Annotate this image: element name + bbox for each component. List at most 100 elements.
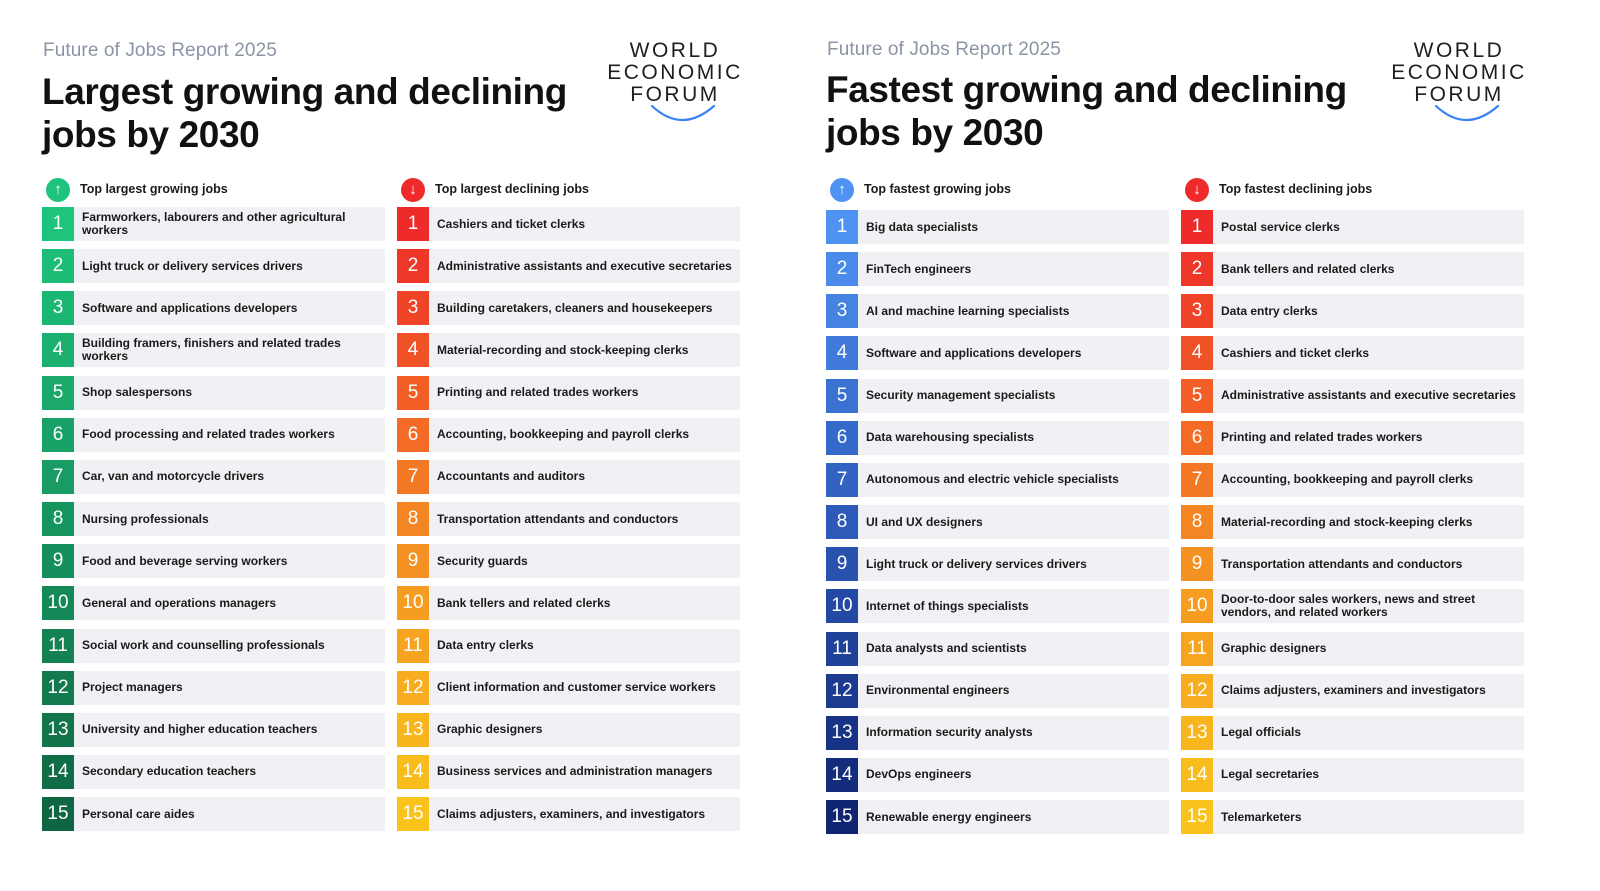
job-row: 15 Claims adjusters, examiners, and inves… <box>397 797 740 832</box>
rank-badge: 1 <box>397 207 429 241</box>
job-title: Transportation attendants and conductors <box>1221 556 1463 571</box>
rank-badge: 7 <box>42 459 74 494</box>
rank-badge: 12 <box>826 673 858 708</box>
job-title: Printing and related trades workers <box>437 385 639 400</box>
job-title: Legal secretaries <box>1221 767 1320 782</box>
job-row: 9 Light truck or delivery services driver… <box>826 547 1169 582</box>
job-row: 7 Accountants and auditors <box>397 459 740 494</box>
job-title: Food and beverage serving workers <box>82 553 288 568</box>
column-fastest-growing: ↑ Top fastest growing jobs 1 Big data spe… <box>826 176 1171 835</box>
job-title: Claims adjusters, examiners and investig… <box>1221 683 1486 698</box>
column-header: ↓ Top fastest declining jobs <box>1181 176 1526 204</box>
job-row: 10 Internet of things specialists <box>826 589 1169 624</box>
rank-badge: 13 <box>397 712 429 747</box>
rank-badge: 12 <box>42 670 74 705</box>
job-row: 2 FinTech engineers <box>826 252 1169 287</box>
logo-arc-icon <box>650 104 716 121</box>
job-title: Environmental engineers <box>866 683 1010 698</box>
job-row: 7 Autonomous and electric vehicle special… <box>826 462 1169 497</box>
rank-badge: 3 <box>42 291 74 326</box>
column-fastest-declining: ↓ Top fastest declining jobs 1 Postal ser… <box>1181 176 1526 835</box>
job-title: Project managers <box>82 680 183 695</box>
report-kicker: Future of Jobs Report 2025 <box>827 39 1061 60</box>
job-row: 13 University and higher education teache… <box>42 712 385 747</box>
job-title: Social work and counselling professional… <box>82 638 325 652</box>
job-row: 9 Security guards <box>397 544 740 579</box>
job-title: Data entry clerks <box>1221 303 1318 318</box>
job-title: Administrative assistants and executive … <box>437 258 732 273</box>
arrow-down-icon: ↓ <box>1185 178 1209 202</box>
job-row: 10 Door-to-door sales workers, news and s… <box>1181 589 1524 624</box>
job-row: 7 Car, van and motorcycle drivers <box>42 459 385 494</box>
job-row: 3 Building caretakers, cleaners and house… <box>397 291 740 326</box>
job-title: DevOps engineers <box>866 767 972 782</box>
rank-badge: 6 <box>826 420 858 455</box>
arrow-down-icon: ↓ <box>401 178 425 202</box>
job-row: 2 Light truck or delivery services driver… <box>42 249 385 284</box>
job-row: 8 UI and UX designers <box>826 505 1169 540</box>
rank-badge: 4 <box>42 333 74 368</box>
job-title: Accountants and auditors <box>437 469 586 484</box>
job-title: Bank tellers and related clerks <box>437 595 611 610</box>
job-row: 14 DevOps engineers <box>826 757 1169 792</box>
rank-badge: 11 <box>397 628 429 663</box>
job-title: Legal officials <box>1221 725 1302 740</box>
rank-badge: 4 <box>397 333 429 368</box>
rank-badge: 6 <box>42 417 74 452</box>
job-title: Building caretakers, cleaners and housek… <box>437 300 713 315</box>
page-title: Fastest growing and declining jobs by 20… <box>826 69 1347 153</box>
rank-badge: 10 <box>397 586 429 621</box>
rank-badge: 5 <box>397 375 429 410</box>
job-title: UI and UX designers <box>866 514 983 529</box>
job-row: 8 Transportation attendants and conductor… <box>397 502 740 537</box>
job-row: 5 Shop salespersons <box>42 375 385 410</box>
job-title: Accounting, bookkeeping and payroll cler… <box>1221 472 1474 487</box>
arrow-up-icon: ↑ <box>830 178 854 202</box>
rank-badge: 12 <box>1181 673 1213 708</box>
job-row: 11 Data entry clerks <box>397 628 740 663</box>
rank-badge: 11 <box>826 631 858 666</box>
rank-badge: 8 <box>42 502 74 537</box>
job-title: Administrative assistants and executive … <box>1221 388 1516 403</box>
job-row: 12 Project managers <box>42 670 385 705</box>
job-title: Bank tellers and related clerks <box>1221 261 1395 276</box>
page-title: Largest growing and declining jobs by 20… <box>42 71 567 155</box>
rank-badge: 2 <box>826 252 858 287</box>
job-title: Graphic designers <box>1221 641 1327 655</box>
rank-badge: 14 <box>397 754 429 789</box>
job-title: Renewable energy engineers <box>866 809 1032 824</box>
column-header: ↑ Top largest growing jobs <box>42 176 387 204</box>
job-title: Shop salespersons <box>82 385 193 400</box>
job-title: University and higher education teachers <box>82 722 318 737</box>
job-title: Software and applications developers <box>82 300 298 315</box>
logo-word-3: FORUM <box>630 83 720 106</box>
job-title: Client information and customer service … <box>437 680 716 695</box>
rank-badge: 7 <box>1181 462 1213 497</box>
job-title: FinTech engineers <box>866 261 972 276</box>
job-title: Farmworkers, labourers and other agricul… <box>82 210 346 237</box>
column-largest-declining: ↓ Top largest declining jobs 1 Cashiers a… <box>397 176 742 832</box>
job-row: 3 Data entry clerks <box>1181 294 1524 329</box>
wef-logo: WORLD ECONOMIC FORUM <box>600 40 750 130</box>
job-row: 12 Claims adjusters, examiners and invest… <box>1181 673 1524 708</box>
column-label: Top fastest declining jobs <box>1219 182 1373 196</box>
job-row: 14 Legal secretaries <box>1181 757 1524 792</box>
job-row: 8 Material-recording and stock-keeping cl… <box>1181 505 1524 540</box>
rank-badge: 2 <box>397 249 429 284</box>
job-row: 13 Information security analysts <box>826 715 1169 750</box>
panel-largest: Future of Jobs Report 2025 Largest growi… <box>0 0 760 891</box>
rank-badge: 9 <box>826 547 858 582</box>
job-title: Car, van and motorcycle drivers <box>82 469 265 484</box>
job-row: 5 Security management specialists <box>826 378 1169 413</box>
job-row: 1 Farmworkers, labourers and other agricu… <box>42 207 385 241</box>
rank-badge: 3 <box>1181 294 1213 329</box>
job-row: 3 AI and machine learning specialists <box>826 294 1169 329</box>
rank-badge: 7 <box>826 462 858 497</box>
job-row: 14 Secondary education teachers <box>42 754 385 789</box>
job-row: 12 Client information and customer servic… <box>397 670 740 705</box>
wef-logo: WORLD ECONOMIC FORUM <box>1384 40 1534 130</box>
job-title: Cashiers and ticket clerks <box>1221 345 1370 360</box>
job-title: Nursing professionals <box>82 511 209 526</box>
job-title: Autonomous and electric vehicle speciali… <box>866 472 1119 487</box>
job-row: 3 Software and applications developers <box>42 291 385 326</box>
